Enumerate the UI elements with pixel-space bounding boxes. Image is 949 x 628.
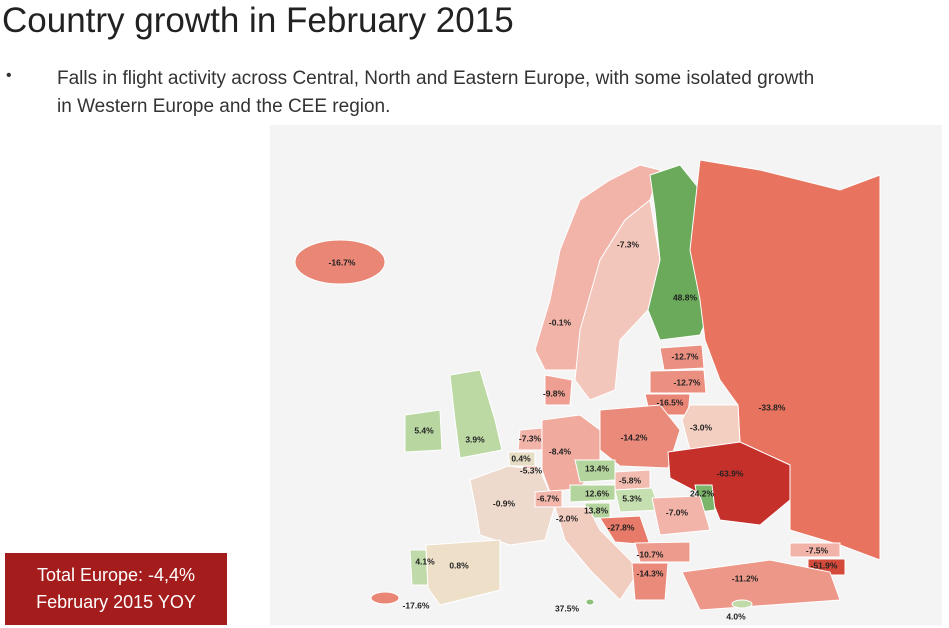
country-label: 0.4%: [511, 453, 531, 463]
country-label: 12.6%: [585, 488, 610, 498]
country-label: -11.2%: [732, 573, 759, 583]
country-label: 0.8%: [449, 560, 469, 570]
bullet-text: Falls in flight activity across Central,…: [57, 68, 814, 89]
country: [789, 542, 841, 558]
country: [585, 598, 595, 606]
country: [409, 549, 429, 586]
country: [449, 369, 503, 459]
country-label: -7.5%: [806, 545, 829, 555]
country-label: -27.8%: [608, 522, 635, 532]
country-label: -5.3%: [520, 465, 543, 475]
country-label: -12.7%: [674, 377, 701, 387]
country-label: -0.1%: [549, 317, 572, 327]
country-label: -7.3%: [617, 239, 640, 249]
country: [294, 239, 386, 285]
country-label: 5.3%: [622, 493, 642, 503]
country: [574, 199, 661, 401]
summary-text: February 2015 YOY: [36, 592, 196, 612]
country: [554, 506, 641, 601]
country-label: -7.3%: [519, 433, 542, 443]
country-label: -12.7%: [672, 351, 699, 361]
country-label: -14.3%: [637, 568, 664, 578]
country: [631, 562, 669, 601]
country: [649, 369, 707, 394]
country-label: -63.9%: [717, 468, 744, 478]
country-label: -6.7%: [537, 493, 560, 503]
summary-box: [5, 553, 227, 625]
country: [425, 539, 501, 606]
slide-title: Country growth in February 2015: [2, 1, 514, 40]
country: [651, 495, 711, 536]
country-label: -51.9%: [811, 560, 838, 570]
country-label: -17.6%: [403, 600, 430, 610]
country-label: 13.4%: [585, 463, 610, 473]
map: -16.7% -7.3% -0.1% 48.8% -12.7% -12.7% -16.5% -…: [294, 159, 881, 621]
country-label: -9.8%: [543, 388, 566, 398]
country-label: -33.8%: [759, 402, 786, 412]
country: [404, 409, 443, 453]
country-label: 24.2%: [690, 488, 715, 498]
country-label: 4.1%: [415, 556, 435, 566]
country-label: -16.7%: [329, 257, 356, 267]
country-label: -8.4%: [549, 446, 572, 456]
country: [599, 404, 681, 469]
country-label: -0.9%: [493, 498, 516, 508]
country-label: -2.0%: [556, 513, 579, 523]
country: [634, 541, 691, 563]
country-label: 4.0%: [726, 611, 746, 621]
country: [370, 591, 400, 605]
country: [667, 441, 791, 526]
country-label: 3.9%: [465, 434, 485, 444]
country-label: -10.7%: [637, 549, 664, 559]
country-label: -3.0%: [690, 422, 713, 432]
country: [569, 484, 616, 503]
country-label: 5.4%: [414, 425, 434, 435]
country: [731, 599, 753, 609]
country: [469, 465, 556, 546]
country-label: -5.8%: [619, 475, 642, 485]
country: [659, 344, 705, 371]
summary-text: Total Europe: -4,4%: [37, 565, 195, 585]
country: [681, 559, 841, 611]
bullet-text: in Western Europe and the CEE region.: [57, 96, 390, 117]
country: [544, 374, 573, 406]
country-label: -16.5%: [657, 397, 684, 407]
country-label: -7.0%: [666, 507, 689, 517]
country-label: 13.8%: [584, 505, 609, 515]
bullet: •: [6, 67, 12, 84]
country-label: -14.2%: [621, 432, 648, 442]
country-label: 48.8%: [673, 292, 698, 302]
country-label: 37.5%: [555, 603, 580, 613]
